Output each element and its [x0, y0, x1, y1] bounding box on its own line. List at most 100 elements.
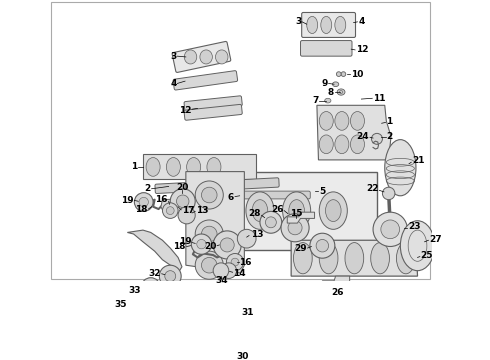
Text: 6: 6 [228, 193, 234, 202]
FancyBboxPatch shape [172, 41, 231, 72]
Ellipse shape [382, 187, 395, 200]
Ellipse shape [325, 98, 331, 103]
Ellipse shape [170, 189, 195, 214]
Text: 30: 30 [236, 352, 248, 360]
Text: 32: 32 [148, 269, 161, 278]
Ellipse shape [371, 134, 382, 144]
Ellipse shape [252, 200, 268, 221]
Text: 5: 5 [319, 186, 325, 195]
FancyBboxPatch shape [233, 191, 310, 199]
Text: 7: 7 [312, 96, 318, 105]
Text: 28: 28 [248, 209, 261, 218]
Polygon shape [127, 230, 182, 273]
Text: 3: 3 [295, 17, 301, 26]
Ellipse shape [213, 231, 241, 259]
Text: 13: 13 [196, 206, 208, 215]
Text: 20: 20 [204, 242, 216, 251]
Ellipse shape [213, 263, 229, 279]
Text: 16: 16 [155, 195, 168, 204]
Ellipse shape [201, 257, 217, 273]
Text: 17: 17 [182, 206, 195, 215]
Text: 1: 1 [131, 162, 138, 171]
Ellipse shape [159, 265, 181, 287]
Ellipse shape [396, 243, 415, 274]
Text: 26: 26 [271, 204, 283, 213]
Polygon shape [317, 105, 391, 160]
Ellipse shape [178, 207, 195, 224]
Ellipse shape [337, 72, 341, 76]
Ellipse shape [166, 158, 180, 176]
Polygon shape [186, 172, 245, 273]
Text: 34: 34 [216, 275, 228, 284]
Ellipse shape [373, 212, 407, 247]
Ellipse shape [345, 243, 364, 274]
Ellipse shape [260, 211, 282, 233]
Ellipse shape [163, 203, 178, 219]
Ellipse shape [294, 243, 312, 274]
Ellipse shape [319, 243, 338, 274]
Ellipse shape [166, 207, 174, 215]
FancyBboxPatch shape [258, 307, 371, 324]
Ellipse shape [231, 258, 239, 266]
Ellipse shape [216, 50, 228, 64]
FancyBboxPatch shape [184, 104, 242, 120]
Ellipse shape [333, 82, 339, 87]
Text: 12: 12 [179, 106, 191, 115]
Text: 19: 19 [121, 196, 134, 205]
Text: 19: 19 [179, 237, 191, 246]
Text: 16: 16 [239, 258, 251, 267]
Text: 9: 9 [321, 79, 328, 88]
Ellipse shape [283, 192, 311, 229]
Ellipse shape [337, 89, 345, 95]
Ellipse shape [288, 221, 302, 235]
Ellipse shape [226, 253, 244, 271]
Ellipse shape [335, 135, 349, 154]
Ellipse shape [220, 238, 234, 252]
Text: 15: 15 [290, 209, 302, 218]
Ellipse shape [200, 50, 212, 64]
Polygon shape [291, 240, 417, 276]
Text: 33: 33 [128, 286, 141, 295]
Ellipse shape [133, 296, 142, 305]
FancyBboxPatch shape [155, 178, 279, 193]
Text: 26: 26 [332, 288, 344, 297]
Ellipse shape [128, 291, 147, 310]
Text: 2: 2 [386, 132, 392, 141]
Ellipse shape [321, 17, 332, 33]
Polygon shape [143, 154, 256, 179]
Text: 10: 10 [351, 69, 364, 78]
Text: 23: 23 [408, 222, 420, 231]
Ellipse shape [201, 226, 217, 242]
Text: 22: 22 [366, 184, 378, 193]
Ellipse shape [266, 217, 276, 228]
Ellipse shape [176, 195, 189, 207]
Ellipse shape [371, 243, 390, 274]
Text: 31: 31 [241, 307, 254, 316]
Ellipse shape [385, 140, 416, 196]
FancyBboxPatch shape [300, 41, 352, 56]
Polygon shape [322, 276, 350, 287]
Ellipse shape [191, 234, 212, 254]
Ellipse shape [197, 239, 206, 249]
Ellipse shape [319, 135, 333, 154]
Ellipse shape [195, 251, 223, 279]
Text: 3: 3 [170, 52, 176, 61]
Text: 18: 18 [173, 242, 186, 251]
Text: 25: 25 [420, 251, 433, 260]
Ellipse shape [139, 197, 148, 207]
Ellipse shape [310, 233, 335, 258]
Polygon shape [161, 199, 180, 215]
Ellipse shape [146, 158, 160, 176]
Ellipse shape [341, 72, 346, 76]
FancyBboxPatch shape [302, 13, 356, 37]
Ellipse shape [350, 112, 365, 130]
Text: 8: 8 [328, 87, 334, 96]
Text: 14: 14 [233, 269, 246, 278]
FancyBboxPatch shape [184, 96, 242, 112]
Text: 20: 20 [176, 184, 188, 193]
Ellipse shape [195, 181, 223, 209]
Ellipse shape [142, 278, 160, 296]
Text: 24: 24 [357, 132, 369, 141]
Polygon shape [287, 212, 315, 223]
Text: 11: 11 [373, 94, 386, 103]
